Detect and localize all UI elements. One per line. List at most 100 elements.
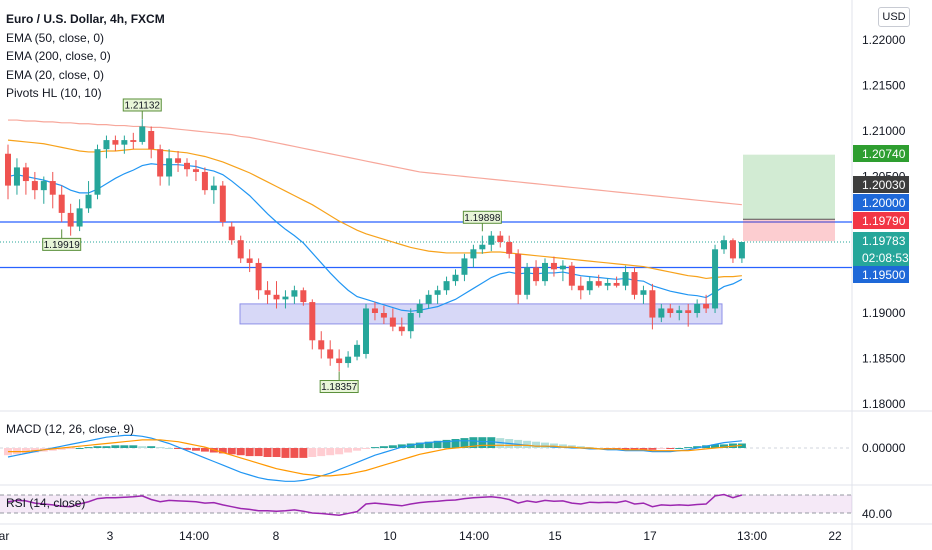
candle	[148, 126, 155, 159]
macd-tick-label: 0.00000	[862, 441, 906, 455]
candle	[461, 253, 468, 282]
time-axis[interactable]: ar 3 14:00 8 10 14:00 15 17 13:00 22	[0, 529, 842, 543]
macd-histogram-bar	[388, 445, 397, 448]
candle	[327, 340, 334, 366]
candle	[103, 135, 110, 159]
candle	[345, 351, 352, 368]
price-tag	[853, 266, 909, 283]
indicator-pivots-label[interactable]: Pivots HL (10, 10)	[6, 86, 102, 100]
candle	[640, 285, 647, 304]
candle	[291, 285, 298, 304]
candle	[49, 171, 56, 209]
macd-histogram-bar	[254, 448, 263, 457]
candle	[76, 199, 83, 232]
candle-body	[166, 158, 173, 177]
rsi-label[interactable]: RSI (14, close)	[6, 496, 86, 510]
time-tick-label: 22	[828, 529, 842, 543]
main-pane[interactable]: 1.21132 1.19919 1.19898 1.18357	[0, 98, 852, 394]
macd-histogram-bar	[487, 437, 496, 448]
currency-button[interactable]: USD	[878, 7, 910, 27]
candle	[721, 235, 727, 254]
pivot-label: 1.18357	[321, 382, 358, 393]
candle	[389, 308, 396, 332]
candle	[175, 151, 182, 172]
candle	[22, 162, 29, 195]
macd-histogram-bar	[558, 444, 567, 448]
macd-histogram-bar	[281, 448, 290, 458]
candle-body	[363, 308, 369, 354]
macd-histogram-bar	[451, 439, 460, 448]
time-tick-label: 14:00	[179, 529, 209, 543]
candle-body	[291, 290, 298, 297]
candle	[130, 132, 137, 150]
rsi-tick-label: 40.00	[862, 507, 892, 521]
candle	[488, 231, 495, 252]
candle	[524, 262, 531, 300]
candle-body	[515, 253, 522, 295]
price-tag	[853, 232, 909, 249]
candle-body	[595, 281, 602, 286]
candle-body	[210, 185, 217, 191]
macd-histogram-bar	[183, 448, 191, 450]
candle	[559, 260, 566, 282]
candle-body	[613, 282, 620, 286]
candle-body	[738, 242, 745, 259]
candle	[738, 242, 745, 263]
candle-body	[175, 158, 182, 163]
candle-body	[407, 313, 414, 332]
macd-histogram-bar	[120, 445, 129, 448]
candle	[309, 299, 316, 350]
candle	[13, 158, 20, 195]
indicator-ema50-label[interactable]: EMA (50, close, 0)	[6, 30, 105, 45]
candle-body	[470, 249, 477, 259]
candle-body	[22, 167, 29, 182]
ema50-line	[7, 139, 742, 280]
candle	[166, 149, 173, 186]
candle-body	[649, 290, 656, 318]
macd-histogram-bar	[576, 446, 585, 448]
candle-body	[76, 208, 83, 227]
candle	[219, 181, 226, 227]
target-zone	[743, 154, 835, 220]
macd-histogram-bar	[630, 448, 639, 450]
indicator-ema200-label[interactable]: EMA (200, close, 0)	[6, 49, 111, 63]
candle-body	[729, 240, 736, 259]
symbol-title[interactable]: Euro / U.S. Dollar, 4h, FXCM	[6, 12, 165, 26]
macd-histogram-bar	[379, 446, 388, 448]
candle-body	[389, 317, 396, 327]
macd-histogram-bar	[218, 448, 227, 454]
candle-body	[58, 194, 65, 213]
candle	[237, 235, 244, 263]
price-axis[interactable]: 1.220001.215001.210001.205001.200001.195…	[853, 33, 909, 521]
candle-body	[398, 326, 405, 332]
candle-body	[157, 149, 164, 177]
candle-body	[219, 185, 226, 222]
macd-histogram-bar	[326, 448, 335, 456]
macd-line	[7, 434, 742, 482]
price-tag-label: 1.19790	[862, 214, 906, 228]
rsi-pane[interactable]	[0, 493, 852, 517]
candle	[658, 303, 665, 323]
candle-body	[443, 281, 450, 291]
macd-histogram-bar	[621, 448, 630, 450]
candle-body	[103, 140, 110, 150]
candle-body	[622, 272, 629, 286]
price-tag	[853, 212, 909, 229]
candle	[577, 276, 584, 300]
candle-body	[94, 149, 101, 195]
candle-body	[721, 240, 727, 250]
macd-histogram-bar	[263, 448, 272, 457]
macd-pane[interactable]	[0, 434, 852, 482]
macd-histogram-bar	[415, 442, 424, 448]
candle-body	[631, 272, 638, 295]
candle	[157, 144, 164, 186]
macd-histogram-bar	[156, 447, 165, 449]
candle-body	[533, 267, 540, 282]
candle-body	[148, 131, 155, 150]
indicator-ema20-label[interactable]: EMA (20, close, 0)	[6, 67, 105, 82]
macd-label[interactable]: MACD (12, 26, close, 9)	[6, 422, 135, 436]
candle	[542, 258, 548, 286]
candle-body	[139, 126, 146, 142]
